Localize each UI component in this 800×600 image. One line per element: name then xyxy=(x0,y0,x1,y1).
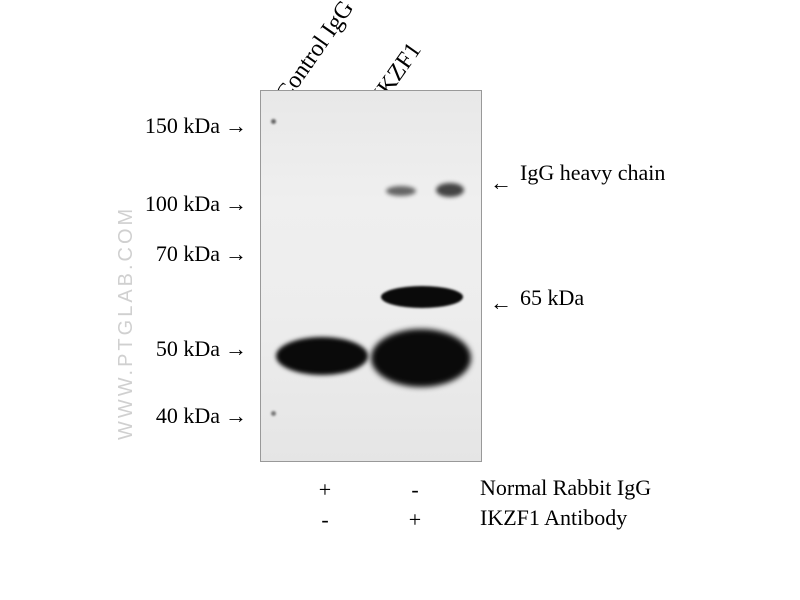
arrow-icon: → xyxy=(225,191,247,217)
cell: - xyxy=(280,507,370,533)
blot-background xyxy=(261,91,481,461)
marker-70: 70 kDa xyxy=(120,241,220,267)
cell: - xyxy=(370,477,460,503)
arrow-icon: → xyxy=(225,241,247,267)
band-ikzf1-50 xyxy=(371,329,471,387)
arrow-icon: ← xyxy=(490,170,512,196)
dot-1 xyxy=(271,119,276,124)
table-row: + - xyxy=(280,475,460,505)
marker-40: 40 kDa xyxy=(120,403,220,429)
band-ikzf1-65 xyxy=(381,286,463,308)
legend-normal-igg: Normal Rabbit IgG xyxy=(480,475,651,501)
arrow-icon: ← xyxy=(490,290,512,316)
band-ikzf1-heavy-2 xyxy=(436,183,464,197)
band-control-50 xyxy=(276,337,368,375)
band-ikzf1-heavy-1 xyxy=(386,186,416,196)
cell: + xyxy=(280,477,370,503)
table-row: - + xyxy=(280,505,460,535)
target-band-label: 65 kDa xyxy=(520,285,584,311)
cell: + xyxy=(370,507,460,533)
arrow-icon: → xyxy=(225,403,247,429)
arrow-icon: → xyxy=(225,336,247,362)
marker-50: 50 kDa xyxy=(120,336,220,362)
arrow-icon: → xyxy=(225,113,247,139)
condition-table: + - - + xyxy=(280,475,460,535)
legend-ikzf1-antibody: IKZF1 Antibody xyxy=(480,505,627,531)
dot-2 xyxy=(271,411,276,416)
marker-100: 100 kDa xyxy=(120,191,220,217)
igg-heavy-chain-label: IgG heavy chain xyxy=(520,160,665,186)
marker-150: 150 kDa xyxy=(120,113,220,139)
blot-area xyxy=(260,90,482,462)
